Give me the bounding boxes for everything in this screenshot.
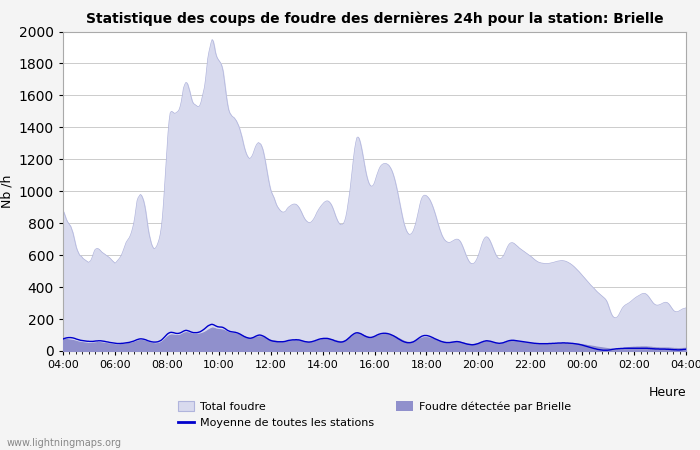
Title: Statistique des coups de foudre des dernières 24h pour la station: Brielle: Statistique des coups de foudre des dern… bbox=[85, 12, 664, 26]
Text: www.lightningmaps.org: www.lightningmaps.org bbox=[7, 438, 122, 448]
Legend: Total foudre, Moyenne de toutes les stations, Foudre détectée par Brielle: Total foudre, Moyenne de toutes les stat… bbox=[174, 398, 574, 431]
Y-axis label: Nb /h: Nb /h bbox=[0, 175, 13, 208]
Text: Heure: Heure bbox=[648, 386, 686, 399]
